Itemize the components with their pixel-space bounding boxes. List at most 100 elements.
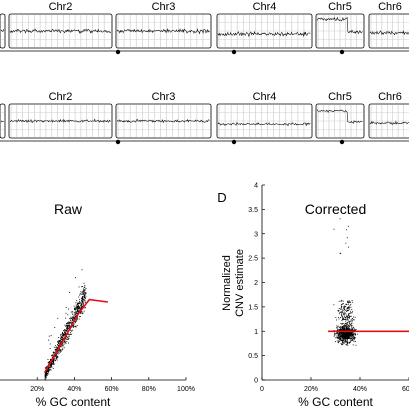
data-point — [77, 310, 79, 312]
data-point — [354, 341, 356, 342]
data-point — [82, 299, 84, 301]
data-point — [347, 315, 349, 316]
data-point — [341, 308, 343, 310]
data-point — [351, 338, 353, 340]
data-point — [343, 339, 345, 341]
data-point — [347, 321, 349, 323]
data-point — [341, 337, 343, 339]
data-point — [343, 332, 344, 334]
data-point — [343, 325, 345, 326]
data-point — [349, 305, 351, 307]
data-point — [75, 312, 77, 314]
data-point — [348, 332, 350, 334]
data-point — [66, 328, 68, 330]
corrected-scatter-panel: 0 20% 40% 60% 0 0.5 1 1.5 2 2.5 3 3.5 4 Corrected % GC… — [217, 183, 409, 409]
data-point — [349, 308, 351, 310]
data-point — [349, 335, 351, 337]
data-point — [58, 341, 60, 343]
data-point — [351, 300, 353, 301]
data-point — [62, 345, 64, 347]
data-point — [345, 323, 347, 325]
data-point — [355, 329, 357, 330]
data-point — [349, 329, 351, 331]
data-point — [345, 326, 347, 328]
signal-trace — [9, 28, 112, 34]
data-point — [346, 334, 348, 336]
data-point — [340, 252, 342, 254]
data-point — [75, 314, 77, 316]
data-point — [47, 362, 49, 364]
data-point — [338, 339, 340, 341]
data-point — [337, 329, 339, 330]
data-point — [352, 330, 354, 331]
data-point — [73, 305, 75, 307]
data-point — [51, 361, 53, 363]
data-point — [338, 300, 340, 302]
y-tick-label: 3.5 — [248, 207, 258, 214]
data-point — [66, 330, 68, 332]
data-point — [58, 342, 60, 344]
data-point — [337, 328, 339, 330]
data-point — [81, 304, 83, 306]
data-point — [62, 345, 63, 347]
data-point — [348, 337, 350, 339]
data-point — [50, 364, 51, 366]
data-point — [83, 299, 85, 301]
data-point — [336, 333, 338, 335]
data-point — [82, 296, 83, 298]
chromosome-box — [368, 103, 409, 139]
data-point — [351, 325, 353, 327]
data-point — [84, 307, 86, 309]
data-point — [346, 315, 348, 317]
data-point — [45, 374, 47, 376]
data-point — [60, 346, 62, 348]
data-point — [344, 326, 345, 328]
data-point — [78, 302, 80, 304]
data-point — [338, 318, 340, 320]
data-point — [55, 345, 56, 347]
data-point — [353, 337, 354, 339]
data-point — [349, 315, 351, 317]
data-point — [339, 337, 341, 339]
data-point — [344, 331, 346, 333]
chromosome-label: Chr4 — [253, 1, 277, 13]
data-point — [74, 310, 76, 312]
data-point — [347, 316, 349, 317]
data-point — [338, 308, 340, 309]
data-point — [70, 316, 72, 318]
data-point — [346, 317, 348, 319]
data-point — [345, 334, 347, 336]
signal-trace — [369, 30, 409, 36]
data-point — [347, 332, 349, 334]
data-point — [72, 317, 74, 318]
data-point — [76, 316, 78, 318]
position-marker — [115, 139, 121, 145]
data-point — [342, 310, 344, 311]
data-point — [342, 303, 344, 304]
data-point — [348, 332, 349, 334]
data-point — [79, 309, 81, 311]
data-point — [348, 336, 350, 337]
data-point — [349, 338, 351, 340]
data-point — [73, 324, 75, 326]
data-point — [48, 339, 50, 341]
data-point — [351, 329, 353, 331]
signal-trace — [116, 28, 210, 35]
data-point — [48, 371, 49, 373]
data-point — [353, 341, 355, 343]
signal-trace — [0, 120, 4, 123]
data-point — [64, 333, 66, 335]
data-point — [346, 342, 348, 344]
data-point — [81, 292, 83, 294]
data-point — [51, 355, 53, 357]
data-point — [342, 303, 344, 305]
data-point — [85, 295, 87, 297]
data-point — [48, 370, 50, 371]
data-point — [66, 327, 67, 329]
data-point — [348, 335, 349, 337]
data-point — [59, 350, 60, 352]
data-point — [59, 348, 60, 350]
data-point — [49, 361, 51, 363]
data-point — [351, 334, 353, 336]
data-point — [83, 292, 85, 294]
